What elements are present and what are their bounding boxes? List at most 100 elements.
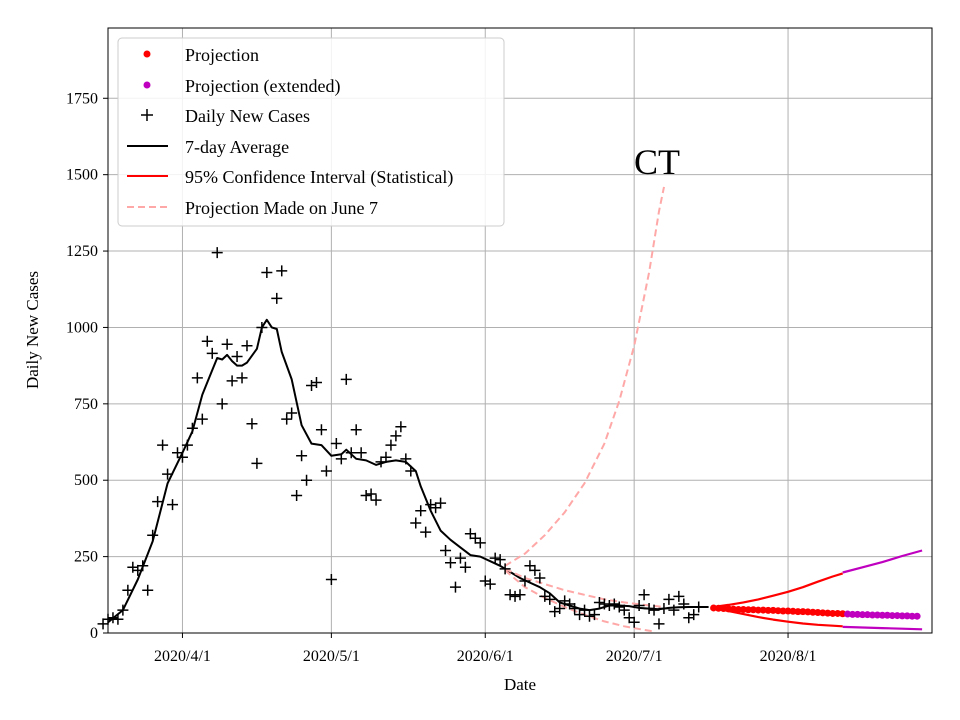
daily-new-cases-point <box>167 499 179 511</box>
daily-new-cases-point <box>415 505 427 517</box>
daily-new-cases-point <box>598 598 610 610</box>
projection-extended-point <box>873 611 881 619</box>
y-tick-label: 1250 <box>66 243 98 260</box>
projection-point <box>734 605 742 613</box>
daily-new-cases-point <box>107 612 119 624</box>
projection-extended-point <box>903 612 911 620</box>
y-tick-label: 1000 <box>66 319 98 336</box>
daily-new-cases-point <box>256 321 268 333</box>
projection-extended-point <box>893 612 901 620</box>
daily-new-cases-point <box>196 413 208 425</box>
projection-point <box>720 605 728 613</box>
daily-new-cases-point <box>112 613 124 625</box>
daily-new-cases-point <box>310 376 322 388</box>
daily-new-cases-point <box>365 488 377 500</box>
daily-new-cases-point <box>564 598 576 610</box>
projection-point <box>799 608 807 616</box>
daily-new-cases-point <box>97 618 109 630</box>
projection-extended-point <box>913 612 921 620</box>
daily-new-cases-point <box>246 418 258 430</box>
projection-point <box>759 606 767 614</box>
daily-new-cases-point <box>286 407 298 419</box>
projection-point <box>809 608 817 616</box>
daily-new-cases-point <box>315 424 327 436</box>
projection-point <box>839 610 847 618</box>
projection-point <box>729 605 737 613</box>
daily-new-cases-point <box>360 490 372 501</box>
daily-new-cases-point <box>231 350 243 362</box>
projection-point <box>804 608 812 616</box>
daily-new-cases-point <box>509 590 521 602</box>
projection-extended-point <box>883 611 891 619</box>
series-projection-made-on-june-7-center <box>504 567 665 608</box>
daily-new-cases-point <box>435 497 447 509</box>
daily-new-cases-point <box>296 450 308 462</box>
legend-projection-extended-label: Projection (extended) <box>185 76 340 97</box>
projection-extended-point <box>888 612 896 620</box>
projection-extended-point <box>868 611 876 619</box>
daily-new-cases-point <box>623 612 635 624</box>
daily-new-cases-point <box>137 560 149 572</box>
daily-new-cases-point <box>648 604 660 616</box>
legend: Projection Projection (extended) Daily N… <box>117 37 505 227</box>
projection-point <box>814 609 822 617</box>
projection-point <box>710 604 718 612</box>
series-95-ci-upper-extended <box>842 549 923 574</box>
daily-new-cases-point <box>554 603 566 615</box>
daily-new-cases-point <box>524 560 536 572</box>
projection-point <box>715 604 723 612</box>
daily-new-cases-point <box>395 421 407 433</box>
x-tick-label: 2020/6/1 <box>457 648 514 665</box>
projection-extended-point <box>849 610 857 618</box>
y-tick-label: 500 <box>74 472 98 489</box>
legend-projection-extended-marker <box>143 81 151 89</box>
daily-new-cases-point <box>628 616 640 628</box>
series-95-ci-upper <box>713 572 844 609</box>
projection-point <box>754 606 762 614</box>
series-95-ci-lower-extended <box>842 625 923 631</box>
daily-new-cases-point <box>157 439 169 451</box>
x-axis: 2020/4/1 2020/5/1 2020/6/1 2020/7/1 2020/8/1 <box>154 633 816 665</box>
x-tick-label: 2020/8/1 <box>760 648 817 665</box>
daily-new-cases-point <box>400 453 412 465</box>
daily-new-cases-point <box>241 340 253 352</box>
daily-new-cases-point <box>261 266 273 278</box>
daily-new-cases-point <box>534 572 546 584</box>
daily-new-cases-point <box>380 451 392 463</box>
state-annotation: CT <box>634 142 680 182</box>
projection-extended-point <box>863 611 871 619</box>
plot-frame <box>107 27 933 634</box>
projection-extended-point <box>854 610 862 618</box>
daily-new-cases-point <box>325 574 337 586</box>
projection-point <box>774 607 782 615</box>
daily-new-cases-point <box>191 372 203 384</box>
daily-new-cases-point <box>171 447 183 459</box>
daily-new-cases-point <box>574 609 586 621</box>
daily-new-cases-point <box>569 603 581 615</box>
daily-new-cases-point <box>410 517 422 529</box>
daily-new-cases-point <box>236 372 248 384</box>
projection-point <box>834 609 842 617</box>
projection-point <box>769 606 777 614</box>
daily-new-cases-point <box>499 563 511 575</box>
daily-new-cases-point <box>454 552 466 564</box>
daily-new-cases-point <box>291 490 303 501</box>
daily-new-cases-point <box>375 456 387 468</box>
daily-new-cases-point <box>588 609 600 621</box>
x-tick-label: 2020/4/1 <box>154 648 211 665</box>
daily-new-cases-point <box>162 468 174 480</box>
projection-point <box>724 605 732 613</box>
daily-new-cases-point <box>152 496 164 508</box>
daily-new-cases-point <box>276 265 288 277</box>
series-7-day-average <box>107 318 709 624</box>
daily-new-cases-point <box>489 552 501 564</box>
daily-new-cases-point <box>430 502 442 514</box>
legend-projection-label: Projection <box>185 45 259 65</box>
daily-new-cases-point <box>474 537 486 549</box>
legend-box <box>117 37 505 227</box>
x-tick-label: 2020/7/1 <box>606 648 663 665</box>
daily-new-cases-point <box>464 528 476 540</box>
projection-point <box>794 608 802 616</box>
daily-new-cases-point <box>390 430 402 442</box>
projection-point <box>744 606 752 614</box>
